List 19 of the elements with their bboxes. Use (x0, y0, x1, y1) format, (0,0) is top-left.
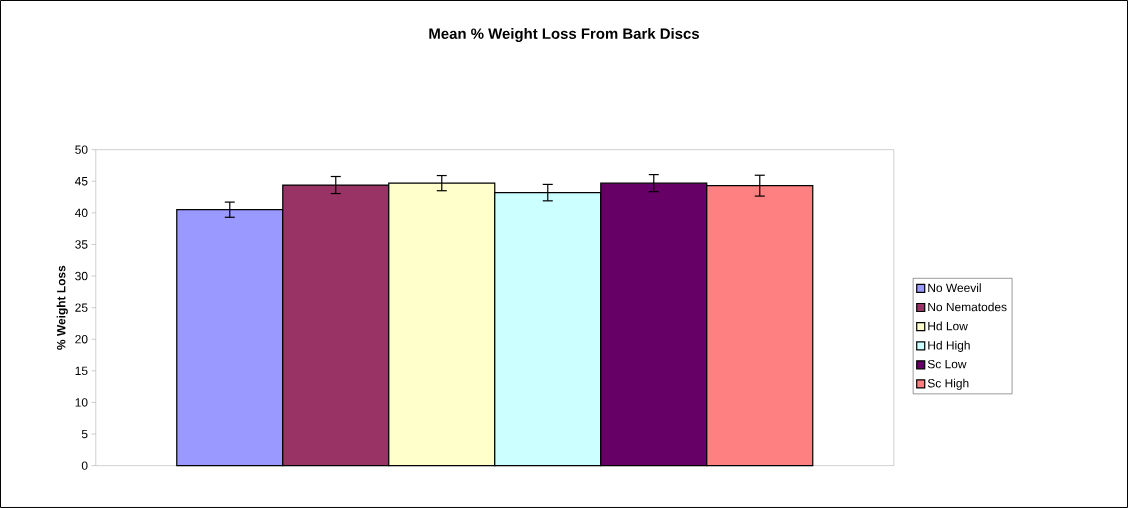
legend-label: Sc High (927, 378, 969, 390)
y-tick-label: 0 (81, 461, 88, 470)
y-tick-label: 35 (75, 240, 88, 249)
chart-title: Mean % Weight Loss From Bark Discs (429, 27, 699, 42)
legend-label: Sc Low (927, 359, 967, 369)
legend-label: No Nematodes (928, 302, 1007, 312)
y-tick-label: 40 (74, 208, 88, 218)
y-tick-label: 20 (75, 335, 88, 344)
y-tick-label: 45 (74, 177, 88, 186)
y-tick-label: 30 (75, 271, 88, 281)
y-tick-label: 15 (75, 366, 88, 375)
y-tick-label: 25 (75, 303, 88, 312)
legend-label: Hd Low (928, 321, 968, 331)
y-tick-label: 10 (75, 398, 88, 407)
y-axis-title: % Weight Loss (56, 265, 68, 350)
y-tick-label: 50 (75, 145, 88, 154)
legend-label: Hd High (928, 340, 970, 352)
legend-label: No Weevil (928, 283, 981, 293)
y-tick-label: 5 (81, 429, 88, 439)
